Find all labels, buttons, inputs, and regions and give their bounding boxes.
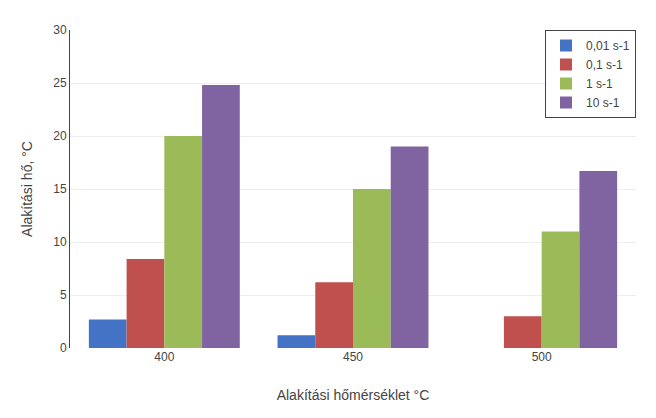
svg-text:25: 25 bbox=[53, 76, 67, 90]
svg-text:Alakítási hőmérséklet °C: Alakítási hőmérséklet °C bbox=[277, 387, 430, 403]
svg-text:1 s-1: 1 s-1 bbox=[586, 77, 613, 91]
svg-text:10 s-1: 10 s-1 bbox=[586, 96, 620, 110]
svg-text:0: 0 bbox=[60, 341, 67, 355]
svg-text:15: 15 bbox=[53, 182, 67, 196]
svg-text:30: 30 bbox=[53, 23, 67, 37]
svg-text:0,01 s-1: 0,01 s-1 bbox=[586, 39, 630, 53]
svg-text:10: 10 bbox=[53, 235, 67, 249]
svg-text:400: 400 bbox=[154, 350, 174, 364]
svg-text:20: 20 bbox=[53, 129, 67, 143]
svg-text:450: 450 bbox=[343, 350, 363, 364]
svg-text:Alakítási hő, °C: Alakítási hő, °C bbox=[19, 141, 35, 237]
svg-text:0,1 s-1: 0,1 s-1 bbox=[586, 58, 623, 72]
svg-text:500: 500 bbox=[532, 350, 552, 364]
svg-text:5: 5 bbox=[60, 288, 67, 302]
